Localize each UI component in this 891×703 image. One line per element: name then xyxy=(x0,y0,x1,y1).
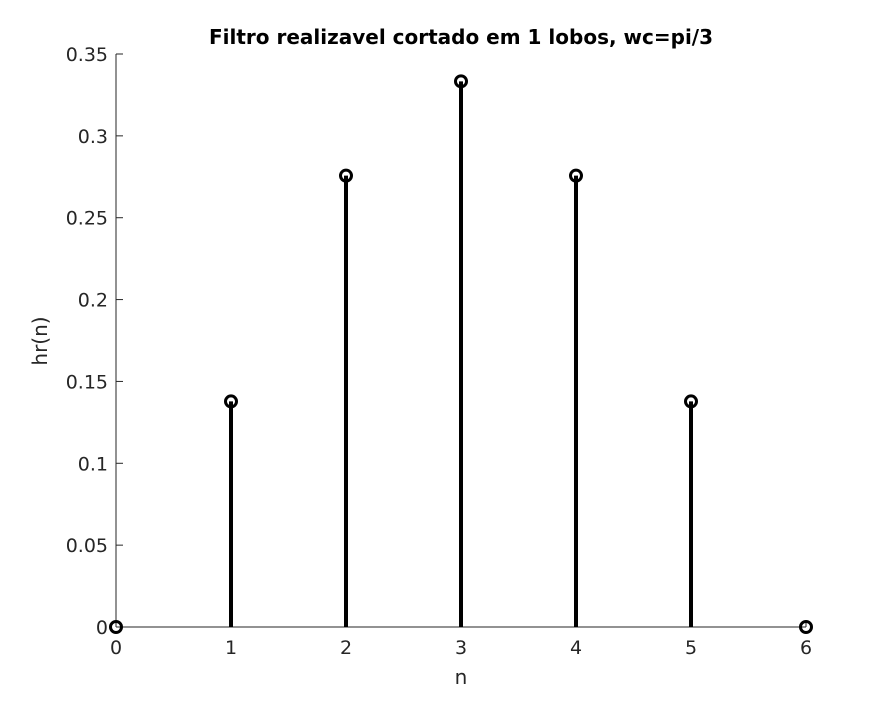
x-tick-label: 3 xyxy=(455,637,467,659)
y-tick-label: 0 xyxy=(96,617,108,639)
y-tick-label: 0.2 xyxy=(78,290,108,312)
y-tick-label: 0.3 xyxy=(78,126,108,148)
stem-marker xyxy=(109,620,123,634)
y-tick-label: 0.05 xyxy=(66,535,108,557)
y-tick-label: 0.1 xyxy=(78,453,108,475)
x-tick-label: 5 xyxy=(685,637,697,659)
y-tick-label: 0.35 xyxy=(66,44,108,66)
x-tick-label: 1 xyxy=(225,637,237,659)
y-tick-label: 0.15 xyxy=(66,371,108,393)
stem-marker xyxy=(224,394,238,409)
plot-axes: 0 0.05 0.1 0.15 0.2 0.25 0.3 0.35 0 1 2 3 4 5 6 xyxy=(66,44,812,659)
x-tick-label: 6 xyxy=(800,637,812,659)
x-tick-label: 0 xyxy=(110,637,122,659)
stem-marker xyxy=(799,620,813,634)
chart-title: Filtro realizavel cortado em 1 lobos, wc… xyxy=(209,25,713,49)
x-tick-label: 2 xyxy=(340,637,352,659)
stem-marker xyxy=(454,74,468,89)
stem-marker xyxy=(339,168,353,183)
y-axis-label: hr(n) xyxy=(28,316,52,365)
x-axis-label: n xyxy=(455,665,468,689)
x-tick-label: 4 xyxy=(570,637,582,659)
stem-marker xyxy=(684,394,698,409)
y-tick-label: 0.25 xyxy=(66,208,108,230)
stem-marker xyxy=(569,168,583,183)
stem-series xyxy=(109,74,813,634)
